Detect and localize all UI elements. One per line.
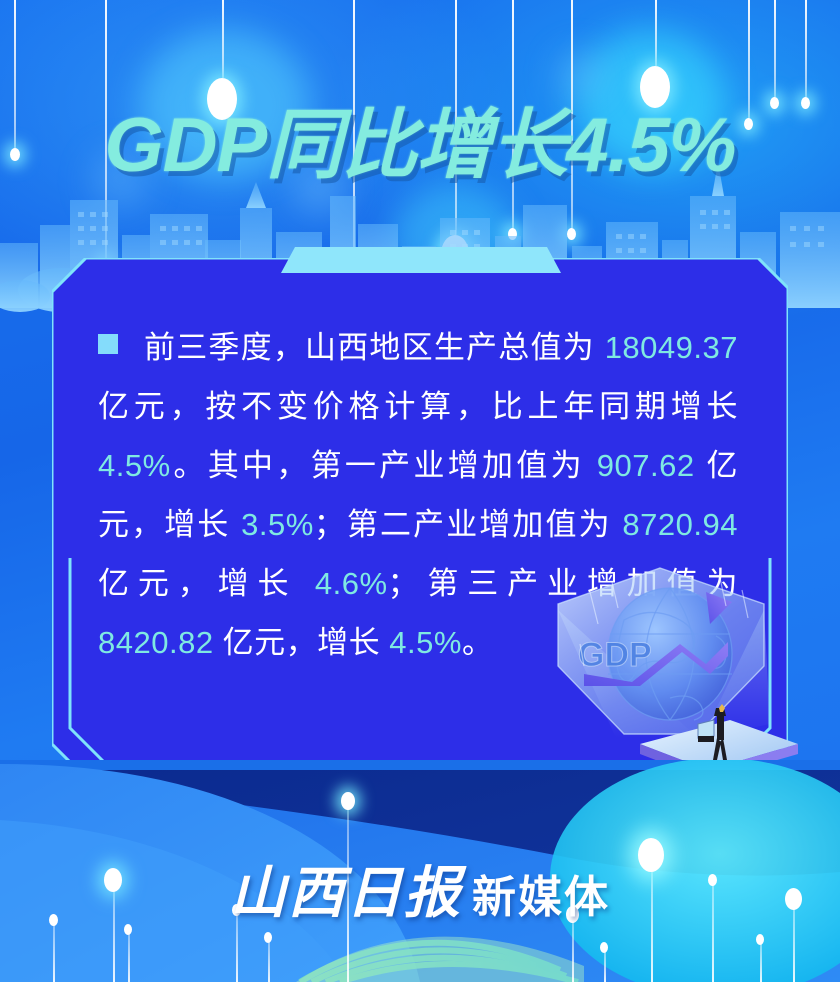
rise-bead-icon: [566, 906, 579, 923]
drop-line: [14, 0, 16, 148]
square-bullet-icon: [98, 334, 118, 354]
drop-bead-icon: [207, 78, 237, 120]
footer-decoration: [0, 760, 840, 982]
statistics-paragraph-block: 前三季度，山西地区生产总值为 18049.37 亿元，按不变价格计算，比上年同期…: [98, 318, 738, 672]
stat-number: 4.5%: [98, 448, 171, 483]
drop-line: [748, 0, 750, 118]
drop-line: [655, 0, 657, 66]
drop-line: [774, 0, 776, 97]
rise-bead-icon: [124, 924, 132, 935]
rise-bead-icon: [785, 888, 802, 910]
rise-bead-icon: [49, 914, 58, 926]
drop-bead-icon: [640, 66, 670, 108]
gdp-hologram-label: GDP: [578, 636, 652, 674]
stat-text: 亿元，增长: [98, 448, 738, 542]
rise-line: [604, 948, 606, 982]
rise-line: [760, 940, 762, 982]
gdp-hologram-illustration: GDP: [557, 567, 798, 780]
stat-number: 8420.82: [98, 625, 214, 660]
drop-line: [222, 0, 224, 78]
rise-line: [268, 938, 270, 982]
drop-line: [455, 0, 457, 235]
stat-text: 。其中，第一产业增加值为: [170, 448, 597, 483]
drop-bead-icon: [508, 228, 517, 240]
stat-text: 亿元，增长: [98, 566, 315, 601]
brand-calligraphy: 山西日报: [230, 863, 462, 925]
rise-line: [712, 880, 714, 982]
stat-number: 3.5%: [241, 507, 314, 542]
drop-bead-icon: [801, 97, 810, 109]
rise-line: [651, 850, 653, 982]
stat-number: 4.6%: [314, 566, 388, 601]
statistics-paragraph: 前三季度，山西地区生产总值为 18049.37 亿元，按不变价格计算，比上年同期…: [98, 318, 738, 672]
businessman-figure: [697, 704, 727, 760]
rise-line: [236, 910, 238, 982]
rise-bead-icon: [600, 942, 608, 953]
stat-text: 亿元，按不变价格计算，比上年同期增长: [98, 389, 738, 424]
rise-bead-icon: [638, 838, 664, 872]
rise-line: [793, 900, 795, 982]
stat-number: 907.62: [596, 448, 695, 483]
drop-bead-icon: [770, 97, 779, 109]
rise-line: [572, 918, 574, 982]
rise-line: [347, 800, 349, 982]
rise-bead-icon: [232, 904, 241, 916]
drop-line: [105, 0, 107, 258]
stat-text: 前三季度，山西地区生产总值为: [144, 330, 605, 365]
drop-bead-icon: [10, 148, 20, 161]
drop-line: [805, 0, 807, 97]
rise-bead-icon: [708, 874, 717, 886]
footer-brand: 山西日报 新媒体: [0, 848, 840, 929]
page-title: GDP同比增长4.5%: [104, 103, 737, 188]
stat-number: 4.5%: [389, 625, 462, 660]
stat-number: 8720.94: [622, 507, 738, 542]
rise-bead-icon: [341, 792, 355, 810]
stat-text: ；第二产业增加值为: [313, 507, 623, 542]
rise-line: [113, 880, 115, 982]
rise-bead-icon: [104, 868, 122, 892]
drop-bead-icon: [567, 228, 576, 240]
rise-bead-icon: [756, 934, 764, 945]
rise-bead-icon: [264, 932, 272, 943]
drop-bead-icon: [744, 118, 753, 130]
drop-line: [353, 0, 355, 348]
stat-text: 亿元，增长: [213, 625, 390, 660]
card-top-accent-band: [281, 247, 561, 273]
stat-text: 。: [461, 625, 494, 660]
rise-line: [128, 930, 130, 982]
drop-line: [571, 0, 573, 228]
brand-sub-label: 新媒体: [472, 873, 610, 922]
drop-line: [512, 0, 514, 228]
stat-number: 18049.37: [604, 330, 738, 365]
rise-line: [53, 920, 55, 982]
